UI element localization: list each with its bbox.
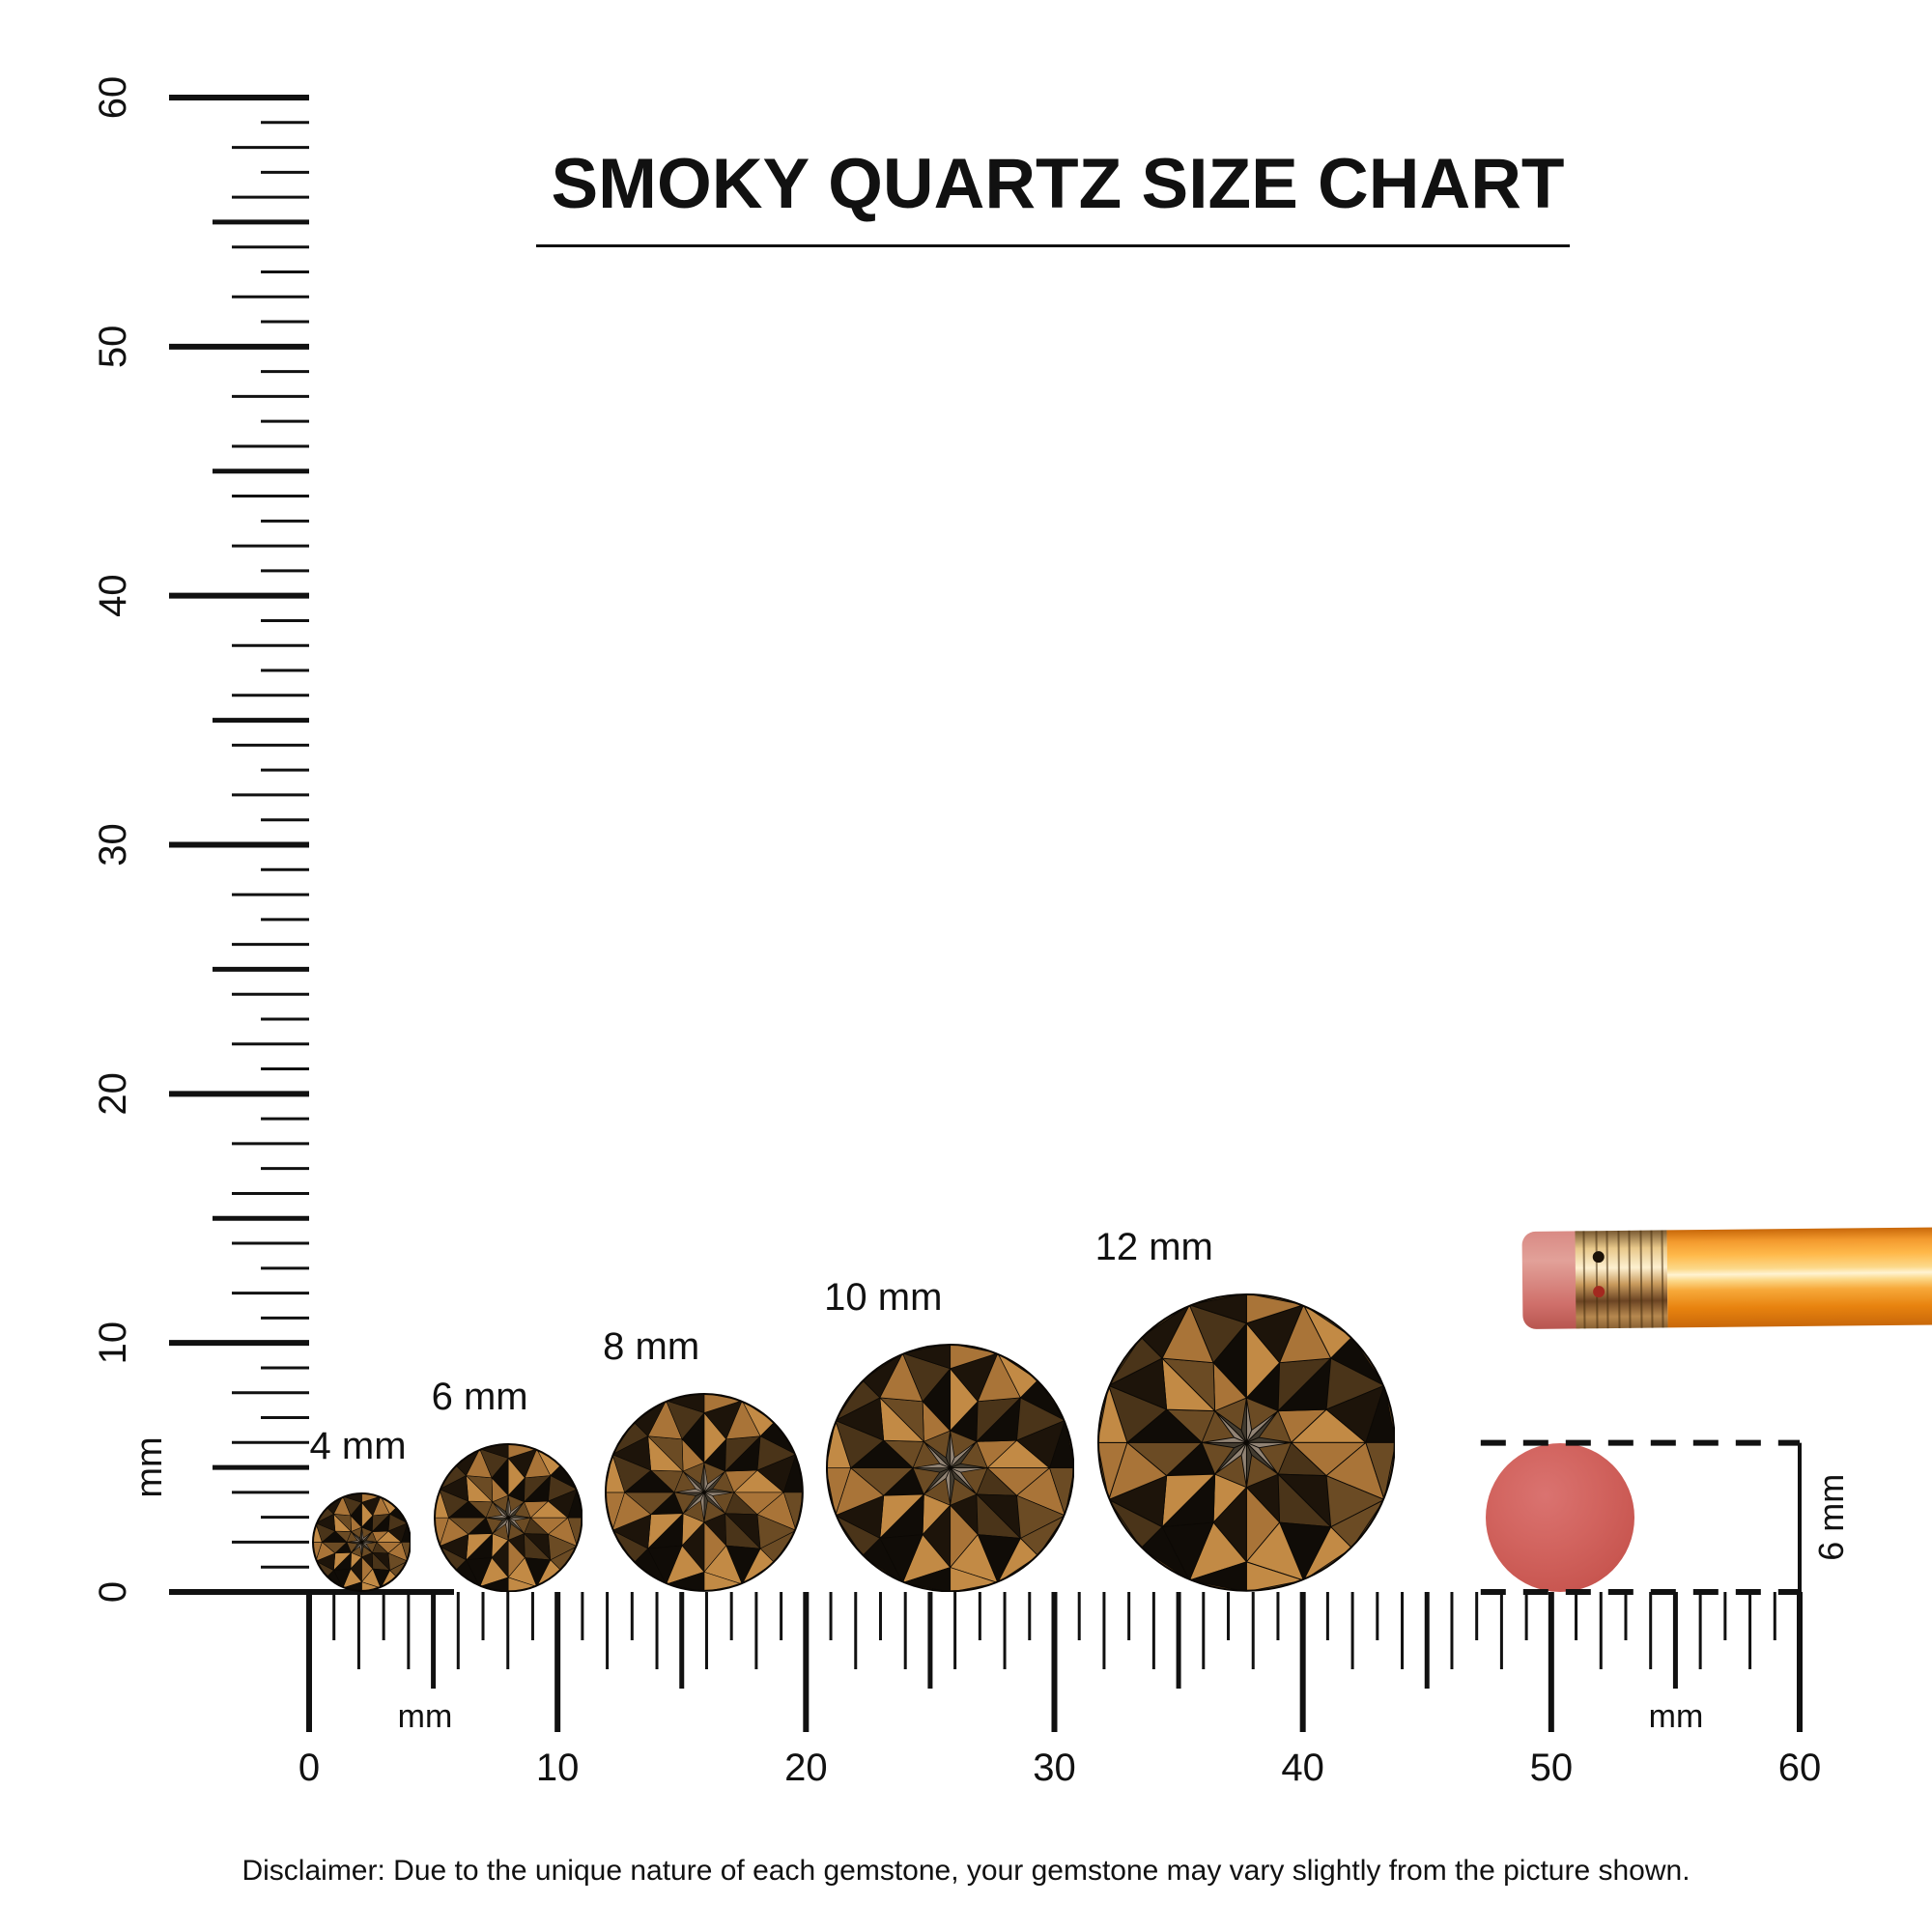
svg-text:6 mm: 6 mm <box>1811 1474 1851 1561</box>
